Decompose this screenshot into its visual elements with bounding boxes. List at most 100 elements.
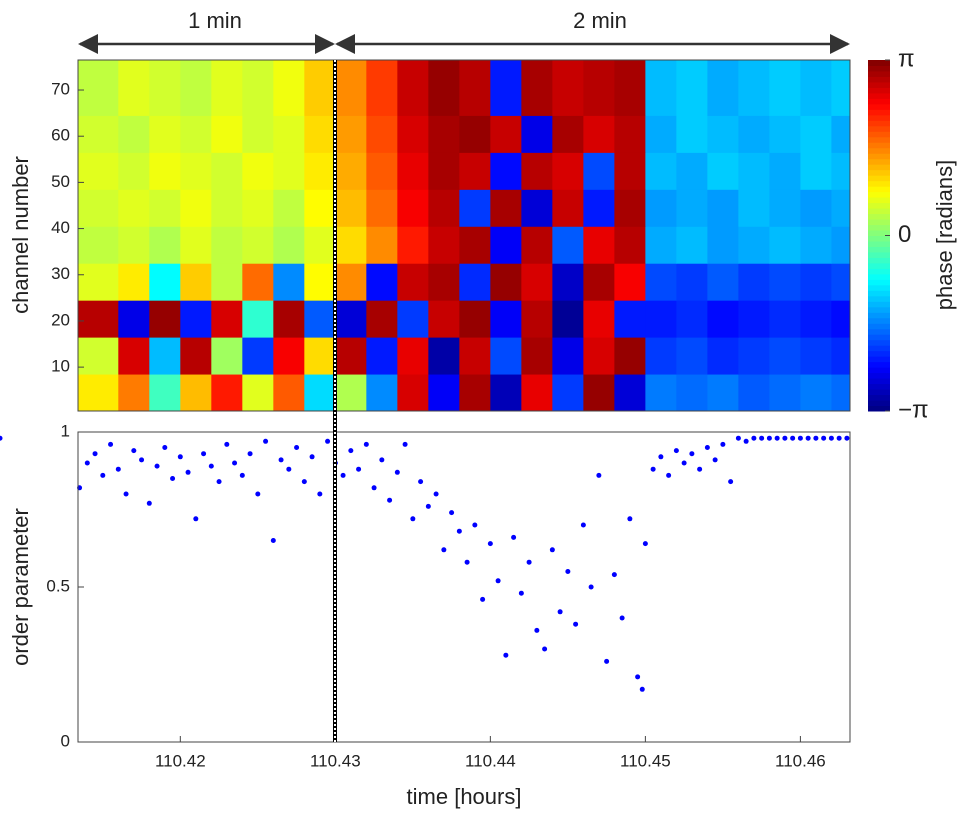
heat-cell — [738, 152, 770, 190]
heat-cell — [78, 60, 119, 116]
data-point — [170, 476, 176, 481]
colorbar-step — [868, 389, 890, 396]
heat-cell — [831, 152, 851, 190]
heat-cell — [490, 60, 522, 116]
data-point — [743, 438, 749, 444]
heat-cell — [490, 374, 522, 412]
y-tick-label: 40 — [51, 218, 70, 237]
heat-cell — [397, 226, 429, 264]
data-point — [534, 627, 540, 633]
heat-cell — [211, 337, 243, 375]
data-point — [782, 435, 788, 441]
data-point — [790, 435, 796, 441]
colorbar-step — [868, 295, 890, 302]
data-point — [596, 472, 602, 478]
data-point — [108, 441, 114, 447]
heat-cell — [521, 226, 553, 264]
heat-cell — [397, 189, 429, 227]
colorbar-step — [868, 224, 890, 231]
heat-cell — [211, 226, 243, 264]
heat-cell — [78, 337, 119, 375]
heat-cell — [335, 152, 367, 190]
colorbar-step — [868, 345, 890, 352]
data-point — [526, 559, 532, 565]
heat-cell — [304, 60, 336, 116]
data-point — [0, 435, 3, 441]
heat-cell — [149, 263, 181, 301]
data-point — [84, 460, 90, 466]
colorbar-step — [868, 169, 890, 176]
heat-cell — [78, 115, 119, 153]
heat-cell — [273, 226, 305, 264]
heat-cell — [738, 263, 770, 301]
data-point — [642, 541, 648, 547]
span-label: 1 min — [188, 8, 242, 33]
data-point — [208, 463, 214, 469]
colorbar-step — [868, 317, 890, 324]
heat-cell — [583, 226, 615, 264]
colorbar-step — [868, 400, 890, 407]
colorbar-step — [868, 208, 890, 215]
data-point — [704, 445, 710, 450]
heat-cell — [769, 189, 801, 227]
heat-cell — [707, 60, 739, 116]
x-tick-label: 110.42 — [155, 751, 206, 770]
heat-cell — [614, 189, 646, 227]
data-point — [464, 559, 470, 565]
data-point — [503, 652, 509, 658]
heat-cell — [800, 300, 832, 338]
data-point — [542, 646, 548, 652]
heat-cell — [645, 60, 677, 116]
colorbar-step — [868, 197, 890, 204]
heat-cell — [645, 115, 677, 153]
colorbar-step — [868, 334, 890, 341]
heat-cell — [428, 337, 460, 375]
heat-cell — [180, 337, 212, 375]
colorbar-step — [868, 114, 890, 121]
heat-cell — [614, 60, 646, 116]
colorbar-step — [868, 213, 890, 220]
heat-cell — [676, 374, 708, 412]
heat-cell — [738, 300, 770, 338]
x-tick-label: 110.45 — [620, 751, 671, 770]
heat-cell — [366, 189, 398, 227]
heat-cell — [521, 152, 553, 190]
heat-cell — [676, 337, 708, 375]
data-point — [836, 435, 842, 441]
heat-cell — [552, 152, 584, 190]
heat-cell — [335, 300, 367, 338]
data-point — [712, 457, 718, 463]
data-point — [433, 491, 439, 497]
heat-cell — [211, 152, 243, 190]
y-tick-label: 60 — [51, 126, 70, 145]
data-point — [821, 435, 827, 441]
colorbar-step — [868, 301, 890, 308]
colorbar-step — [868, 328, 890, 335]
heat-cell — [118, 115, 150, 153]
heat-cell — [769, 300, 801, 338]
data-point — [449, 510, 455, 516]
data-point — [580, 522, 586, 528]
heat-cell — [490, 226, 522, 264]
data-point — [797, 435, 803, 441]
heat-cell — [707, 189, 739, 227]
heat-cell — [583, 300, 615, 338]
colorbar-step — [868, 219, 890, 226]
y-tick-label: 10 — [51, 357, 70, 376]
heat-cell — [397, 374, 429, 412]
data-point — [363, 441, 369, 447]
heat-cell — [242, 300, 274, 338]
data-point — [759, 435, 765, 441]
colorbar-step — [868, 372, 890, 379]
data-point — [418, 479, 424, 485]
heat-cell — [490, 263, 522, 301]
data-point — [356, 466, 362, 472]
heat-cell — [521, 337, 553, 375]
y-tick-label: 20 — [51, 310, 70, 329]
colorbar-step — [868, 87, 890, 94]
colorbar-step — [868, 131, 890, 138]
data-point — [518, 590, 524, 596]
data-point — [100, 472, 106, 478]
heat-cell — [738, 115, 770, 153]
heat-cell — [273, 189, 305, 227]
